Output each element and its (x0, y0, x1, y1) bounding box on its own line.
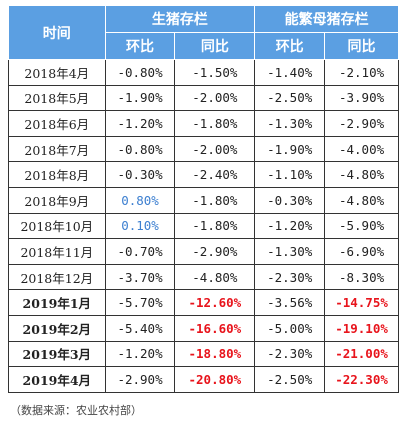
table-row: 2018年6月 -1.20% -1.80% -1.30% -2.90% (8, 110, 399, 137)
cell: -5.00% (254, 314, 326, 342)
header-sub: 同比 (324, 32, 399, 60)
cell: -8.30% (324, 263, 399, 291)
cell: -2.10% (324, 59, 399, 86)
cell: -0.30% (254, 186, 326, 214)
row-label: 2019年4月 (8, 366, 106, 393)
row-label: 2019年1月 (8, 289, 106, 316)
cell: -1.80% (174, 186, 256, 214)
cell: -1.80% (174, 212, 256, 240)
cell: -1.30% (254, 110, 326, 137)
cell: -0.80% (104, 59, 176, 86)
table-row: 2018年8月 -0.30% -2.40% -1.10% -4.80% (8, 161, 399, 188)
cell: -3.70% (104, 263, 176, 291)
cell: -2.90% (324, 110, 399, 137)
cell: -2.50% (254, 366, 326, 393)
cell: -2.00% (174, 135, 256, 163)
row-label: 2018年6月 (8, 110, 106, 137)
cell: -4.80% (174, 263, 256, 291)
table-row: 2019年4月 -2.90% -20.80% -2.50% -22.30% (8, 366, 399, 393)
cell: -4.80% (324, 186, 399, 214)
cell: -1.50% (174, 59, 256, 86)
row-label: 2018年9月 (8, 186, 106, 214)
table-row: 2018年9月 0.80% -1.80% -0.30% -4.80% (8, 186, 399, 214)
cell: -2.00% (174, 84, 256, 112)
header-group: 生猪存栏 (104, 5, 256, 33)
table-row: 2019年1月 -5.70% -12.60% -3.56% -14.75% (8, 289, 399, 316)
row-label: 2018年12月 (8, 263, 106, 291)
cell: -1.30% (254, 238, 326, 265)
cell: -1.20% (104, 110, 176, 137)
cell: -18.80% (174, 340, 256, 368)
cell: -1.40% (254, 59, 326, 86)
data-table: 时间 生猪存栏 能繁母猪存栏 环比 同比 环比 同比 2018年4月 -0.80%… (8, 5, 399, 393)
cell: -1.90% (104, 84, 176, 112)
cell: -12.60% (174, 289, 256, 316)
cell: -1.20% (104, 340, 176, 368)
table-row: 2019年2月 -5.40% -16.60% -5.00% -19.10% (8, 314, 399, 342)
cell: -22.30% (324, 366, 399, 393)
row-label: 2019年2月 (8, 314, 106, 342)
cell: -3.56% (254, 289, 326, 316)
cell: -4.80% (324, 161, 399, 188)
cell: -0.80% (104, 135, 176, 163)
cell: -6.90% (324, 238, 399, 265)
cell: -1.10% (254, 161, 326, 188)
cell: -0.70% (104, 238, 176, 265)
cell: -2.30% (254, 263, 326, 291)
table-body: 2018年4月 -0.80% -1.50% -1.40% -2.10% 2018年5月 -1… (8, 59, 399, 393)
table-row: 2018年4月 -0.80% -1.50% -1.40% -2.10% (8, 59, 399, 86)
table-row: 2018年10月 0.10% -1.80% -1.20% -5.90% (8, 212, 399, 240)
cell: -2.50% (254, 84, 326, 112)
table-row: 2018年12月 -3.70% -4.80% -2.30% -8.30% (8, 263, 399, 291)
cell: -5.70% (104, 289, 176, 316)
cell: -20.80% (174, 366, 256, 393)
cell: -1.90% (254, 135, 326, 163)
header-sub: 环比 (254, 32, 326, 60)
header-sub: 同比 (174, 32, 256, 60)
source-note: （数据来源：农业农村部） (10, 404, 142, 417)
cell: -5.40% (104, 314, 176, 342)
cell: -2.40% (174, 161, 256, 188)
cell: -4.00% (324, 135, 399, 163)
cell: -3.90% (324, 84, 399, 112)
header-time: 时间 (8, 5, 106, 60)
cell: -19.10% (324, 314, 399, 342)
row-label: 2018年7月 (8, 135, 106, 163)
cell: 0.10% (104, 212, 176, 240)
cell: -2.90% (104, 366, 176, 393)
header-sub: 环比 (104, 32, 176, 60)
cell: -21.00% (324, 340, 399, 368)
cell: -16.60% (174, 314, 256, 342)
row-label: 2018年8月 (8, 161, 106, 188)
cell: -2.90% (174, 238, 256, 265)
row-label: 2018年5月 (8, 84, 106, 112)
table-row: 2019年3月 -1.20% -18.80% -2.30% -21.00% (8, 340, 399, 368)
cell: -1.20% (254, 212, 326, 240)
table-row: 2018年5月 -1.90% -2.00% -2.50% -3.90% (8, 84, 399, 112)
row-label: 2018年4月 (8, 59, 106, 86)
cell: -0.30% (104, 161, 176, 188)
cell: -1.80% (174, 110, 256, 137)
cell: 0.80% (104, 186, 176, 214)
cell: -5.90% (324, 212, 399, 240)
cell: -2.30% (254, 340, 326, 368)
table-row: 2018年7月 -0.80% -2.00% -1.90% -4.00% (8, 135, 399, 163)
table-row: 2018年11月 -0.70% -2.90% -1.30% -6.90% (8, 238, 399, 265)
row-label: 2018年11月 (8, 238, 106, 265)
row-label: 2019年3月 (8, 340, 106, 368)
cell: -14.75% (324, 289, 399, 316)
row-label: 2018年10月 (8, 212, 106, 240)
header-group: 能繁母猪存栏 (254, 5, 399, 33)
